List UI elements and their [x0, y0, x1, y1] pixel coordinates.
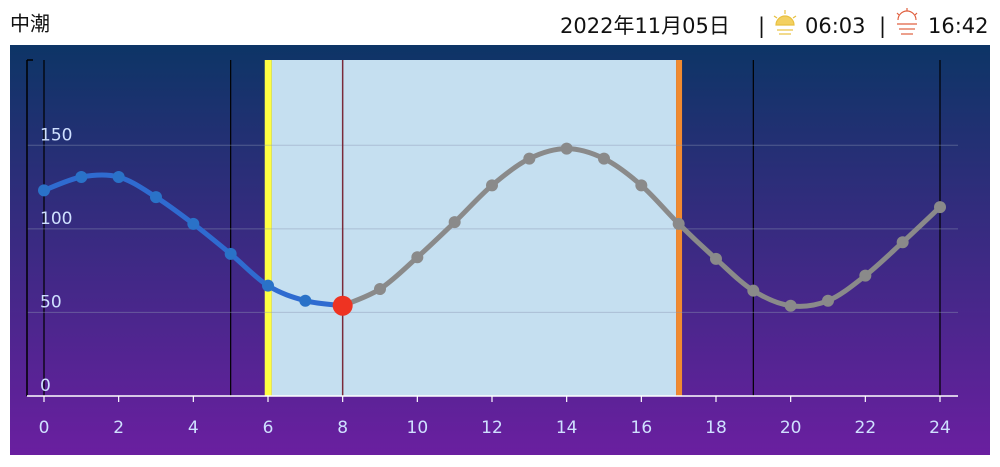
y-tick-label: 100 [40, 209, 72, 229]
sunrise-bar [264, 60, 272, 396]
x-tick-label: 16 [631, 418, 653, 438]
tide-point [896, 236, 909, 249]
tide-point [934, 201, 946, 214]
tide-point [187, 217, 200, 230]
x-tick-label: 2 [113, 418, 124, 438]
x-tick-label: 12 [481, 418, 503, 438]
tide-type: 中潮 [10, 12, 50, 36]
date: 2022年11月05日 [560, 14, 730, 38]
x-tick-label: 18 [705, 418, 727, 438]
x-tick-label: 22 [855, 418, 877, 438]
sunset-time: 16:42 [928, 14, 989, 38]
daylight-region [271, 60, 677, 396]
now-point [332, 295, 353, 316]
sunrise-icon [773, 10, 797, 35]
x-tick-label: 4 [188, 418, 199, 438]
tide-point [112, 171, 125, 184]
x-tick-label: 8 [337, 418, 348, 438]
tide-point [150, 191, 162, 204]
tide-point [598, 152, 610, 165]
tide-point [784, 299, 797, 312]
tide-point [822, 294, 834, 307]
tide-point [523, 152, 536, 165]
separator: | [758, 14, 765, 39]
tide-point [224, 247, 237, 260]
y-tick-label: 0 [40, 376, 51, 396]
tide-point [710, 252, 722, 265]
tide-point [486, 179, 498, 192]
tide-point [299, 294, 312, 307]
tide-point [262, 279, 274, 292]
x-tick-label: 0 [39, 418, 50, 438]
x-tick-label: 6 [263, 418, 274, 438]
tide-point [672, 217, 685, 230]
tide-point [635, 179, 648, 192]
tide-point [560, 142, 573, 155]
y-tick-label: 150 [40, 125, 72, 145]
sunrise-time: 06:03 [805, 14, 866, 38]
tide-point [448, 216, 461, 229]
separator: | [879, 14, 886, 39]
sunset-icon [896, 8, 918, 35]
tide-point [411, 251, 424, 264]
tide-point [38, 184, 50, 197]
x-tick-label: 24 [929, 418, 951, 438]
y-tick-label: 50 [40, 292, 62, 312]
x-tick-label: 20 [780, 418, 802, 438]
x-tick-label: 14 [556, 418, 578, 438]
x-tick-label: 10 [407, 418, 429, 438]
tide-point [75, 171, 88, 184]
tide-point [747, 284, 760, 297]
tide-point [374, 283, 386, 296]
tide-point [859, 269, 872, 282]
